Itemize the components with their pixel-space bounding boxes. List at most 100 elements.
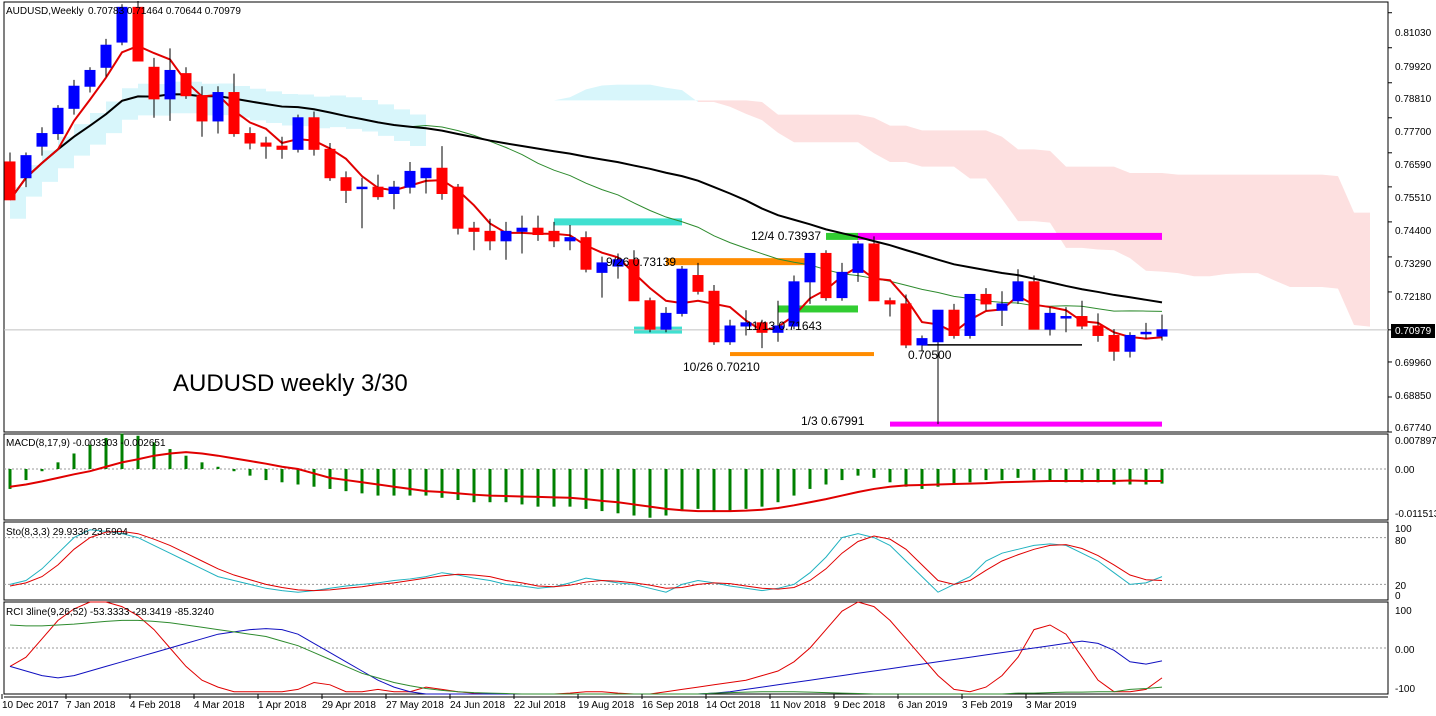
macd-histogram-bar	[664, 468, 668, 516]
candle-body	[1076, 316, 1088, 327]
macd-histogram-bar	[712, 468, 716, 512]
macd-histogram-bar	[1096, 468, 1100, 483]
ichimoku-cloud-segment	[1242, 174, 1258, 274]
macd-histogram-bar	[1128, 468, 1132, 485]
macd-histogram-bar	[1064, 468, 1068, 483]
ichimoku-cloud-segment	[1178, 174, 1194, 277]
macd-histogram-bar	[888, 468, 892, 483]
macd-histogram-bar	[1032, 468, 1036, 481]
macd-histogram-bar	[392, 468, 396, 496]
ichimoku-cloud-segment	[74, 124, 90, 156]
ichimoku-cloud-segment	[90, 113, 106, 145]
candle-body	[420, 167, 432, 179]
candle-body	[612, 259, 624, 267]
ichimoku-cloud-segment	[1306, 174, 1322, 288]
macd-tick: 0.00	[1395, 465, 1415, 476]
candle-body	[836, 271, 848, 299]
ichimoku-cloud-segment	[650, 84, 666, 101]
candle-body	[436, 167, 448, 194]
candle-body	[1140, 331, 1152, 335]
macd-title: MACD(8,17,9) -0.003303 -0.002651	[6, 438, 166, 449]
x-axis-label: 9 Dec 2018	[834, 700, 886, 711]
candle-body	[820, 252, 832, 299]
ichimoku-cloud-segment	[122, 88, 138, 120]
price-tick: 0.77700	[1395, 127, 1432, 138]
x-axis-label: 24 Jun 2018	[450, 700, 505, 711]
macd-histogram-bar	[792, 468, 796, 496]
annotation-high-sep26: 9/26 0.73139	[606, 255, 676, 269]
macd-histogram-bar	[680, 468, 684, 512]
price-header-symbol: AUDUSD,Weekly	[6, 6, 84, 17]
macd-tick: -0.011513	[1395, 509, 1436, 520]
candle-body	[1044, 312, 1056, 330]
current-price-label: 0.70979	[1395, 326, 1432, 337]
current-price-box	[1391, 324, 1435, 338]
ichimoku-cloud-segment	[1354, 212, 1370, 327]
ichimoku-cloud-segment	[58, 136, 74, 169]
level-line-green	[826, 232, 858, 240]
macd-histogram-bar	[936, 468, 940, 487]
ichimoku-cloud-segment	[698, 100, 714, 103]
candle-body	[724, 325, 736, 343]
candle-body	[356, 186, 368, 190]
ichimoku-cloud-segment	[106, 101, 122, 134]
ichimoku-cloud-segment	[810, 114, 826, 143]
ichimoku-cloud-segment	[266, 91, 282, 123]
ichimoku-cloud-segment	[1034, 149, 1050, 223]
macd-histogram-bar	[840, 468, 844, 481]
candle-body	[1156, 329, 1168, 337]
candle-body	[84, 69, 96, 87]
ichimoku-cloud-segment	[250, 88, 266, 121]
sto-panel-frame	[3, 521, 1389, 601]
macd-histogram-bar	[616, 468, 620, 514]
ichimoku-cloud-segment	[570, 89, 586, 101]
candle-body	[900, 303, 912, 346]
candle-body	[532, 227, 544, 236]
candle-body	[52, 107, 64, 135]
x-axis-label: 1 Apr 2018	[258, 700, 307, 711]
x-axis-label: 3 Mar 2019	[1026, 700, 1077, 711]
ichimoku-cloud-segment	[794, 114, 810, 143]
macd-histogram-bar	[952, 468, 956, 485]
macd-histogram-bar	[1144, 468, 1148, 485]
candle-body	[468, 227, 480, 232]
candle-body	[1092, 325, 1104, 336]
candle-body	[564, 237, 576, 242]
ichimoku-cloud-segment	[1274, 174, 1290, 288]
ichimoku-cloud-segment	[634, 84, 650, 101]
price-tick: 0.68850	[1395, 391, 1432, 402]
candle-body	[628, 259, 640, 302]
candle-body	[148, 66, 160, 100]
candle-body	[500, 230, 512, 242]
price-tick: 0.67740	[1395, 423, 1432, 434]
candle-body	[788, 281, 800, 327]
price-tick: 0.76590	[1395, 160, 1432, 171]
macd-histogram-bar	[376, 468, 380, 496]
ichimoku-cloud-segment	[746, 100, 762, 121]
macd-signal-line	[9, 451, 1162, 513]
price-tick: 0.78810	[1395, 94, 1432, 105]
candle-body	[756, 322, 768, 333]
macd-histogram-bar	[120, 433, 124, 469]
macd-histogram-bar	[696, 468, 700, 509]
ichimoku-cloud-segment	[330, 95, 346, 128]
candle-body	[132, 6, 144, 62]
ichimoku-cloud-segment	[1162, 172, 1178, 274]
macd-histogram-bar	[296, 468, 300, 485]
resistance-zone-cyan	[554, 218, 682, 226]
sto-signal-line	[9, 530, 1163, 592]
candle-body	[516, 227, 528, 232]
candle-body	[196, 95, 208, 122]
candle-body	[964, 293, 976, 336]
price-tick: 0.74400	[1395, 226, 1432, 237]
candle-body	[804, 252, 816, 283]
macd-histogram-bar	[760, 468, 764, 507]
macd-histogram-bar	[856, 468, 860, 476]
ichimoku-cloud-segment	[1210, 174, 1226, 277]
candle-body	[1060, 316, 1072, 319]
ichimoku-cloud-segment	[1258, 174, 1274, 281]
candle-body	[180, 73, 192, 97]
sto-tick: 0	[1395, 591, 1401, 602]
ichimoku-cloud-segment	[826, 114, 842, 143]
x-axis-label: 7 Jan 2018	[66, 700, 116, 711]
